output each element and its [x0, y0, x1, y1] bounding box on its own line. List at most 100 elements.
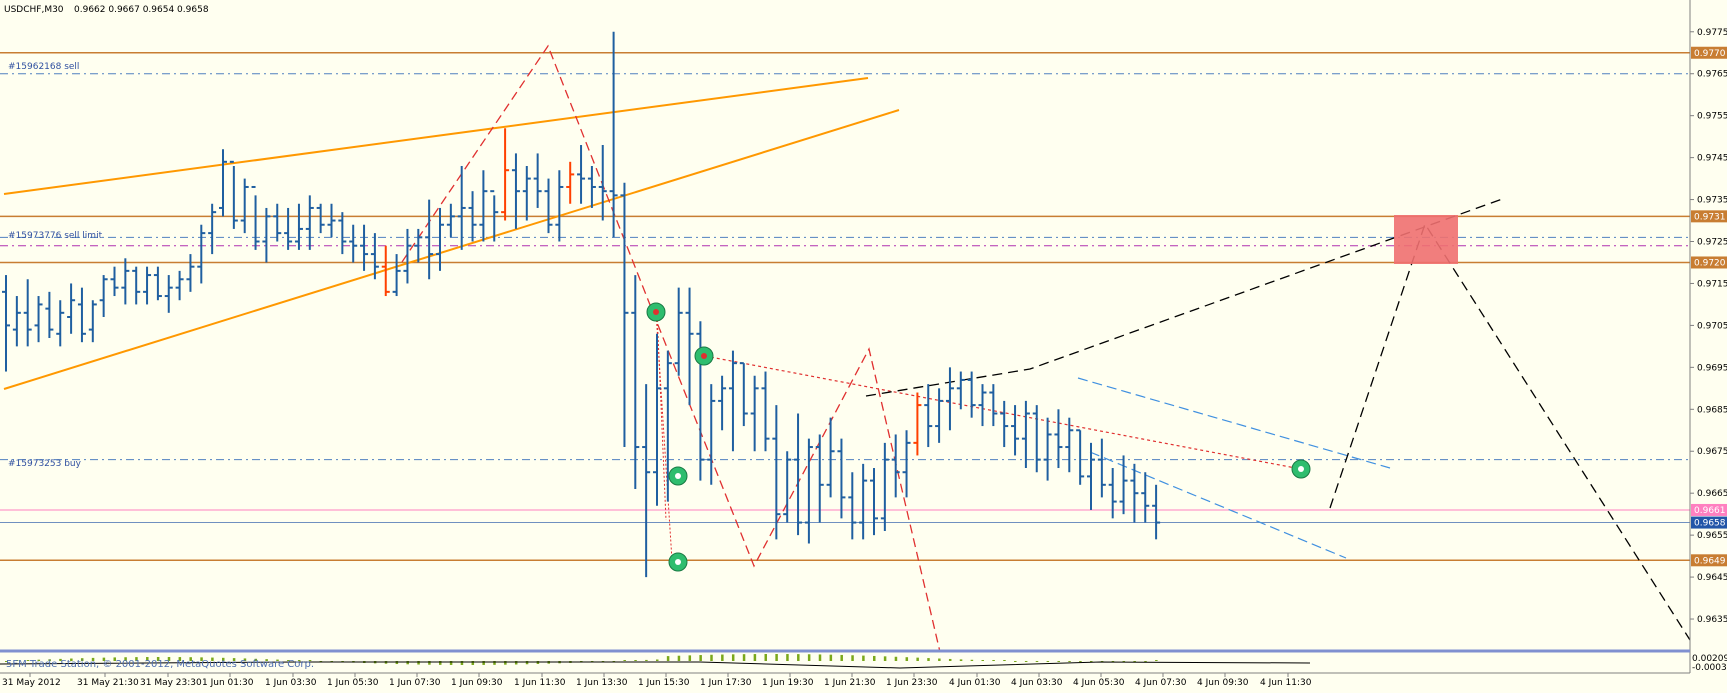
- time-tick-label: 1 Jun 01:30: [202, 678, 254, 688]
- indicator-bar: [287, 659, 290, 661]
- price-tag-label: 0.9661: [1694, 506, 1726, 516]
- black-dashed-projection[interactable]: [1329, 222, 1691, 641]
- time-tick-label: 4 Jun 05:30: [1073, 678, 1125, 688]
- time-tick-label: 1 Jun 15:30: [638, 678, 690, 688]
- indicator-bar: [775, 654, 778, 661]
- symbol-timeframe: USDCHF,M30: [4, 5, 64, 15]
- indicator-bar: [243, 658, 247, 661]
- indicator-bar: [428, 661, 431, 665]
- indicator-pane: [0, 654, 1311, 669]
- indicator-bar: [395, 661, 399, 665]
- indicator-bar: [807, 654, 811, 661]
- indicator-bar: [829, 654, 833, 661]
- trend-drawings[interactable]: [3, 44, 1691, 653]
- ohlc-readout: 0.9662 0.9667 0.9654 0.9658: [74, 5, 209, 15]
- indicator-bar: [449, 661, 453, 665]
- indicator-bar: [1057, 661, 1060, 662]
- indicator-bar: [417, 661, 420, 665]
- indicator-bar: [710, 654, 713, 661]
- price-tick-label: 0.9765: [1697, 70, 1727, 80]
- price-tag-box: [1691, 554, 1727, 567]
- indicator-bar: [5, 661, 8, 662]
- indicator-bar: [308, 660, 312, 661]
- indicator-bar: [677, 655, 681, 661]
- indicator-bar: [265, 659, 268, 661]
- indicator-bar: [666, 656, 670, 661]
- price-tick-label: 0.9755: [1697, 112, 1727, 122]
- trade-marker-dot-icon: [1298, 466, 1304, 472]
- ohlc-bars: [2, 31, 1161, 578]
- time-tick-label: 1 Jun 19:30: [762, 678, 814, 688]
- indicator-bar: [623, 660, 626, 661]
- time-tick-label: 1 Jun 13:30: [576, 678, 628, 688]
- target-zone-box[interactable]: [1394, 215, 1458, 264]
- indicator-bar: [146, 657, 149, 661]
- price-tick-label: 0.9695: [1697, 363, 1727, 373]
- indicator-bar: [927, 658, 930, 661]
- price-tick-label: 0.9715: [1697, 279, 1727, 289]
- blue-channel-lower[interactable]: [1089, 451, 1347, 559]
- indicator-bar: [873, 655, 876, 661]
- order-label-sell[interactable]: #15962168 sell: [8, 62, 79, 72]
- indicator-bar: [1014, 661, 1017, 662]
- indicator-bar: [514, 661, 518, 665]
- price-tag-box: [1691, 516, 1727, 529]
- black-dashed-trendline[interactable]: [865, 197, 1506, 397]
- indicator-bar: [167, 657, 171, 661]
- indicator-bar: [276, 659, 279, 661]
- orange-trendline-upper[interactable]: [3, 77, 869, 195]
- price-tick-label: 0.9725: [1697, 238, 1727, 248]
- indicator-bar: [439, 661, 442, 665]
- indicator-bar: [80, 658, 84, 661]
- indicator-bar: [721, 654, 724, 661]
- time-axis[interactable]: 31 May 2012 31 May 21:30 31 May 23:30 1 Jun…: [2, 673, 1312, 688]
- price-tick-label: 0.9745: [1697, 154, 1727, 164]
- indicator-bar: [894, 656, 898, 661]
- indicator-bar: [1100, 661, 1104, 662]
- indicator-bar: [91, 657, 95, 661]
- price-axis[interactable]: 0.97750.97650.97550.97450.97350.97250.97…: [1690, 28, 1727, 625]
- red-zigzag-pattern[interactable]: [401, 44, 941, 653]
- price-tag-box: [1691, 210, 1727, 223]
- red-dotted-line-b[interactable]: [656, 311, 667, 521]
- price-tag-box: [1691, 46, 1727, 59]
- copyright-text: 5FM Trade Station, © 2001-2012, MetaQuot…: [6, 659, 314, 670]
- indicator-bar: [797, 654, 800, 661]
- indicator-bar: [1144, 661, 1147, 662]
- indicator-bar: [938, 658, 941, 661]
- order-label-sell-limit[interactable]: #15973776 sell limit: [8, 231, 103, 241]
- time-tick-label: 4 Jun 03:30: [1011, 678, 1063, 688]
- order-label-buy[interactable]: #15973253 buy: [8, 459, 82, 469]
- indicator-max-label: 0.00209: [1692, 654, 1727, 664]
- price-tag-box: [1691, 256, 1727, 269]
- indicator-bar: [840, 654, 843, 661]
- time-tick-label: 1 Jun 09:30: [451, 678, 503, 688]
- indicator-bar: [916, 657, 919, 661]
- time-tick-label: 1 Jun 11:30: [514, 678, 566, 688]
- orange-trendline-lower[interactable]: [3, 109, 900, 390]
- time-tick-label: 1 Jun 17:30: [700, 678, 752, 688]
- indicator-bar: [1079, 661, 1082, 662]
- indicator-bar: [786, 654, 789, 661]
- price-tag-label: 0.9731: [1694, 212, 1726, 222]
- indicator-bar: [1003, 660, 1006, 661]
- price-tick-label: 0.9645: [1697, 573, 1727, 583]
- time-tick-label: 31 May 2012: [2, 678, 61, 688]
- indicator-bar: [59, 658, 62, 661]
- trade-marker-dot-icon: [675, 559, 681, 565]
- trade-markers[interactable]: [646, 302, 1311, 572]
- trade-marker-dot-icon: [701, 353, 707, 359]
- indicator-bar: [200, 657, 203, 661]
- price-tag-box: [1691, 503, 1727, 516]
- price-tick-label: 0.9685: [1697, 405, 1727, 415]
- indicator-bar: [970, 659, 974, 661]
- price-tick-label: 0.9675: [1697, 447, 1727, 457]
- blue-channel-upper[interactable]: [1077, 377, 1391, 469]
- indicator-bar: [818, 654, 822, 661]
- indicator-bar: [504, 661, 507, 665]
- indicator-bar: [688, 655, 692, 661]
- indicator-bar: [731, 654, 735, 661]
